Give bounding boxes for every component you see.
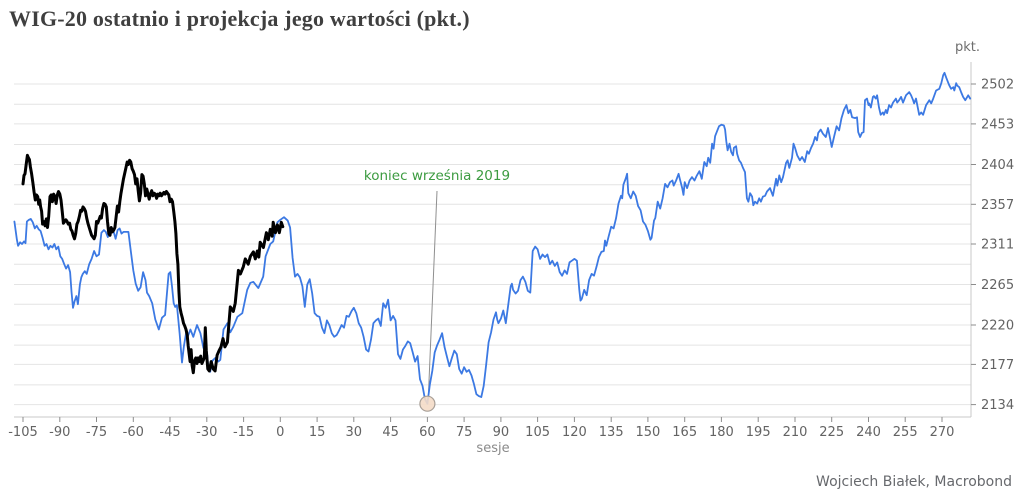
x-axis-title: sesje [476, 441, 510, 456]
annotation-label: koniec września 2019 [363, 168, 511, 184]
x-tick-label: 45 [382, 425, 399, 440]
x-tick-label: 225 [819, 425, 844, 440]
x-tick-label: 0 [276, 425, 284, 440]
x-tick-label: 150 [635, 425, 660, 440]
y-tick-label: 2404 [981, 158, 1014, 173]
x-tick-label: -15 [233, 425, 254, 440]
y-tick-label: 2453 [981, 117, 1014, 132]
series-actual-line [21, 153, 285, 375]
chart-title: WIG-20 ostatnio i projekcja jego wartośc… [9, 6, 470, 31]
x-tick-label: 270 [930, 425, 955, 440]
attribution-text: Wojciech Białek, Macrobond [816, 474, 1012, 490]
x-tick-label: 195 [746, 425, 771, 440]
series-projection-line [13, 71, 972, 405]
y-tick-label: 2265 [981, 278, 1014, 293]
y-tick-label: 2177 [981, 358, 1014, 373]
y-tick-label: 2502 [981, 78, 1014, 93]
x-tick-label: 180 [709, 425, 734, 440]
y-axis-unit-label: pkt. [954, 40, 980, 55]
x-tick-label: -90 [49, 425, 70, 440]
x-tick-label: 120 [562, 425, 587, 440]
x-tick-label: 165 [672, 425, 697, 440]
y-tick-label: 2134 [981, 398, 1014, 413]
x-tick-label: 30 [346, 425, 363, 440]
y-tick-label: 2311 [981, 238, 1014, 253]
x-tick-label: -45 [159, 425, 180, 440]
x-tick-label: 240 [856, 425, 881, 440]
x-tick-label: 60 [419, 425, 436, 440]
x-tick-label: -75 [86, 425, 107, 440]
x-tick-label: -105 [8, 425, 38, 440]
x-tick-label: 75 [456, 425, 473, 440]
x-tick-label: 15 [309, 425, 326, 440]
y-tick-label: 2357 [981, 198, 1014, 213]
x-tick-label: -30 [196, 425, 217, 440]
x-tick-label: 210 [783, 425, 808, 440]
x-tick-label: -60 [123, 425, 144, 440]
x-tick-label: 135 [599, 425, 624, 440]
y-tick-label: 2220 [981, 319, 1014, 334]
annotation-callout-line [427, 190, 438, 396]
annotation-marker [419, 395, 436, 412]
x-tick-label: 255 [893, 425, 918, 440]
x-tick-label: 90 [493, 425, 510, 440]
x-tick-label: 105 [525, 425, 550, 440]
